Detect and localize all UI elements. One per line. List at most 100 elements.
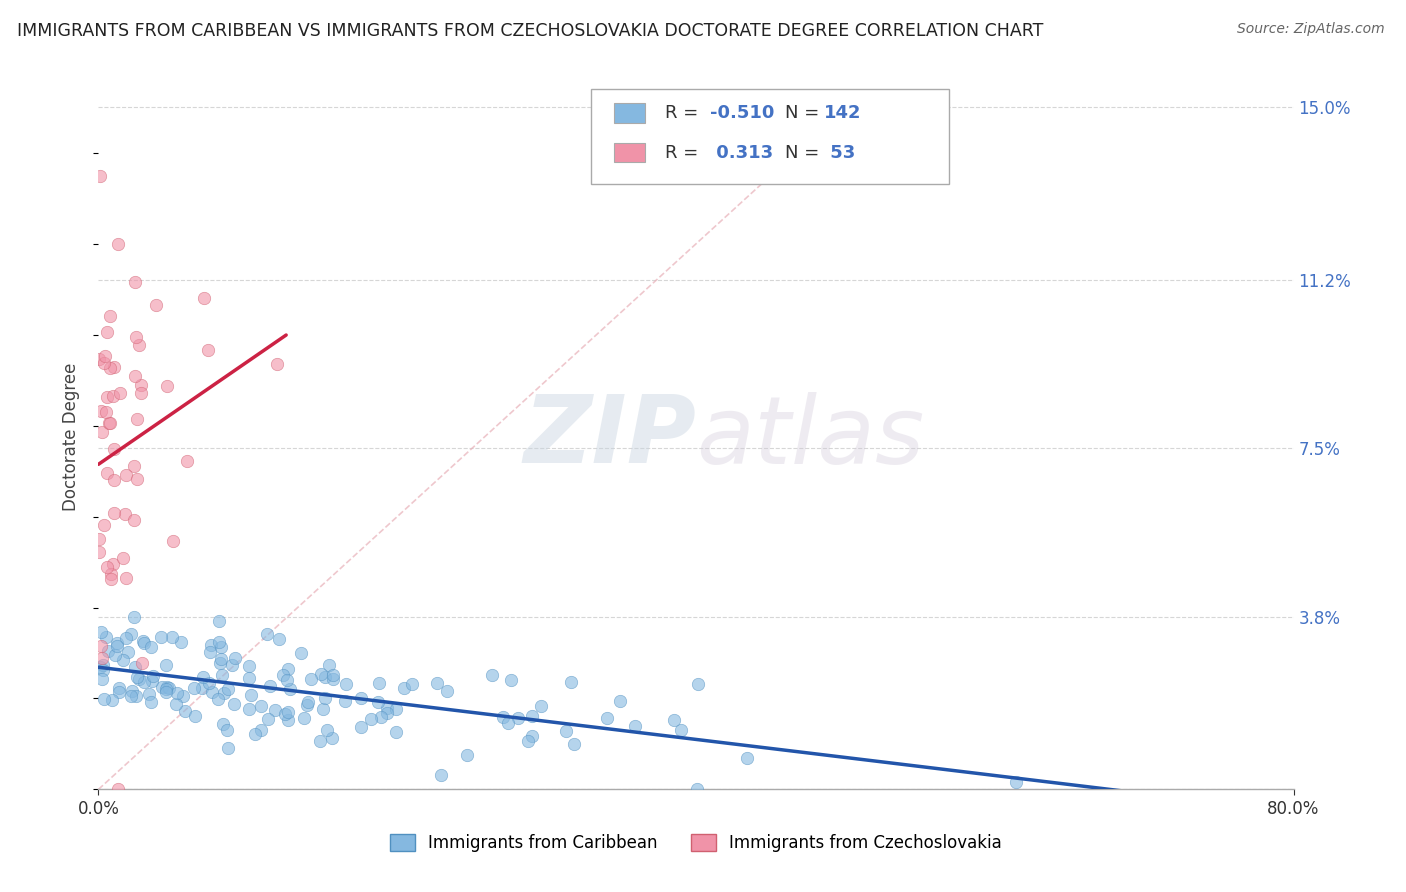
Point (150, 680, 173, 694)
Point (277, 706, 299, 720)
Point (96, 466, 118, 480)
Point (103, 473, 125, 487)
Point (91, 657, 114, 672)
Point (89, 659, 111, 673)
Text: R =: R = (665, 144, 704, 161)
Point (125, 411, 148, 425)
Point (98, 361, 121, 376)
Point (89, 351, 111, 366)
Point (197, 676, 219, 690)
Legend: Immigrants from Caribbean, Immigrants from Czechoslovakia: Immigrants from Caribbean, Immigrants fr… (384, 827, 1008, 859)
Point (128, 338, 150, 352)
Point (134, 674, 156, 689)
Point (145, 298, 167, 312)
Point (436, 684, 458, 698)
Point (686, 677, 709, 691)
Point (172, 690, 194, 704)
Point (191, 670, 214, 684)
Point (491, 710, 513, 724)
Point (91, 673, 114, 687)
Text: 53: 53 (824, 144, 855, 161)
Point (125, 689, 148, 703)
Point (122, 514, 145, 528)
Point (91, 650, 114, 665)
Point (249, 723, 271, 738)
Point (122, 609, 145, 624)
Point (401, 676, 423, 690)
Point (197, 343, 219, 358)
Point (277, 662, 299, 676)
Point (183, 709, 205, 723)
Point (174, 704, 197, 718)
Point (149, 630, 172, 644)
Point (271, 668, 294, 682)
Point (93, 518, 115, 533)
Point (115, 571, 138, 585)
Point (87, 532, 110, 546)
Point (176, 454, 198, 468)
Point (107, 236, 129, 251)
Text: -0.510: -0.510 (710, 104, 775, 122)
Point (208, 656, 231, 670)
Point (208, 635, 231, 649)
Point (93, 349, 115, 363)
Point (238, 702, 260, 716)
Point (360, 712, 382, 726)
Point (91, 664, 114, 678)
Point (120, 626, 142, 640)
Point (292, 711, 315, 725)
Point (560, 675, 582, 690)
Point (193, 291, 215, 305)
Point (209, 651, 232, 665)
Point (124, 660, 146, 674)
Point (367, 676, 389, 690)
Point (103, 506, 125, 520)
Point (596, 710, 619, 724)
Point (367, 695, 389, 709)
Point (737, 751, 759, 765)
Point (256, 712, 278, 726)
Point (209, 640, 232, 654)
Point (221, 658, 243, 673)
Point (169, 635, 191, 649)
Point (101, 557, 124, 571)
Text: N =: N = (785, 144, 824, 161)
Text: N =: N = (785, 104, 824, 122)
Point (90, 624, 112, 639)
Point (274, 706, 297, 721)
Point (350, 720, 373, 734)
Point (124, 368, 146, 383)
Point (103, 359, 125, 374)
Point (105, 636, 128, 650)
Point (125, 471, 148, 485)
Point (243, 727, 266, 741)
Point (155, 681, 177, 696)
Point (392, 681, 415, 695)
Point (496, 716, 519, 731)
Point (107, 782, 129, 797)
Text: 142: 142 (824, 104, 862, 122)
Point (120, 690, 142, 704)
Point (155, 680, 177, 694)
Point (129, 385, 152, 400)
Point (162, 533, 184, 548)
Point (100, 566, 122, 581)
Point (166, 685, 188, 699)
Point (141, 674, 163, 689)
Point (671, 723, 693, 738)
Point (155, 685, 177, 699)
Point (208, 614, 231, 628)
Point (217, 741, 239, 756)
Point (385, 701, 408, 715)
Point (522, 729, 544, 743)
Point (108, 385, 131, 400)
Point (112, 550, 135, 565)
Point (200, 638, 222, 652)
Point (96, 630, 118, 644)
Point (267, 632, 290, 647)
Point (90, 425, 112, 440)
Point (277, 713, 299, 727)
Point (155, 657, 177, 672)
Point (335, 694, 357, 708)
Point (322, 668, 344, 682)
